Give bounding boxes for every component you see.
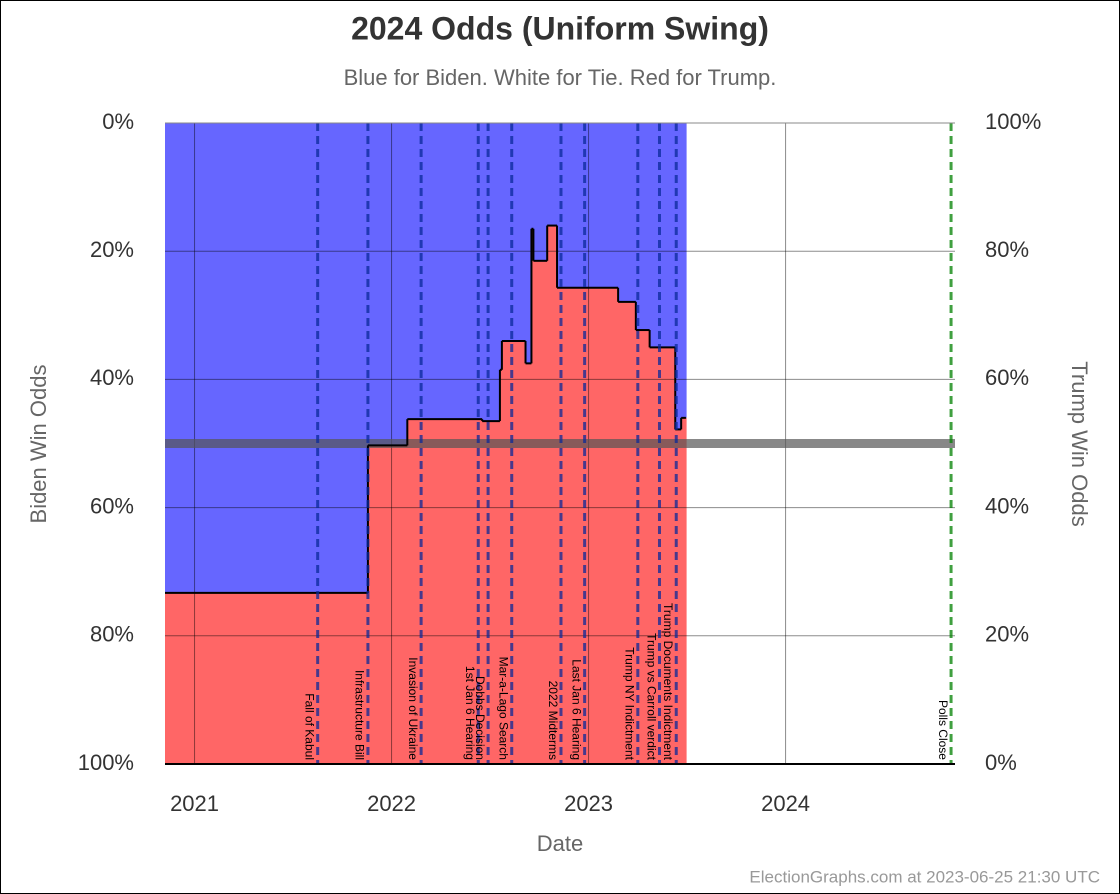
- trump-area: [367, 445, 408, 764]
- y-tick-label: 100%: [78, 750, 134, 775]
- footer: ElectionGraphs.com at 2023-06-25 21:30 U…: [749, 867, 1100, 886]
- trump-area: [499, 369, 503, 764]
- biden-area: [525, 123, 532, 364]
- trump-area: [635, 330, 651, 764]
- x-tick-label: 2022: [367, 791, 416, 816]
- trump-area: [531, 228, 534, 764]
- biden-area: [501, 123, 527, 341]
- biden-area: [407, 123, 483, 420]
- event-label: Mar-a-Lago Search: [497, 657, 511, 760]
- biden-area: [649, 123, 676, 348]
- biden-area: [533, 123, 548, 261]
- y2-tick-label: 100%: [985, 109, 1041, 134]
- event-label: Last Jan 6 Hearing: [569, 659, 583, 760]
- trump-area: [675, 429, 682, 764]
- x-axis-label: Date: [537, 831, 583, 856]
- y2-tick-label: 60%: [985, 365, 1029, 390]
- event-label: Trump Documents Indictment: [661, 603, 675, 761]
- event-label: Trump vs Carroll verdict: [644, 633, 658, 761]
- biden-area: [681, 123, 686, 418]
- trump-area: [165, 592, 369, 764]
- trump-area: [533, 260, 548, 764]
- y2-tick-label: 0%: [985, 750, 1017, 775]
- x-tick-label: 2024: [761, 791, 810, 816]
- y2-tick-label: 80%: [985, 237, 1029, 262]
- event-label: 1st Jan 6 Hearing: [463, 666, 477, 760]
- y-axis-label: Biden Win Odds: [26, 365, 51, 524]
- biden-area: [482, 123, 501, 422]
- biden-area: [367, 123, 408, 446]
- biden-area: [531, 123, 534, 229]
- biden-area: [557, 123, 619, 288]
- biden-area: [547, 123, 558, 226]
- trump-area: [547, 225, 558, 764]
- biden-area: [685, 123, 687, 418]
- trump-area: [501, 340, 527, 764]
- biden-area: [165, 123, 369, 593]
- biden-area: [618, 123, 637, 302]
- event-label: Invasion of Ukraine: [406, 657, 420, 760]
- event-label: Trump NY Indictment: [623, 647, 637, 760]
- y2-axis-label: Trump Win Odds: [1067, 361, 1092, 526]
- y-tick-label: 80%: [90, 622, 134, 647]
- biden-area: [635, 123, 651, 331]
- biden-area: [675, 123, 682, 430]
- y2-tick-label: 40%: [985, 493, 1029, 518]
- y-tick-label: 20%: [90, 237, 134, 262]
- event-label: Fall of Kabul: [303, 693, 317, 760]
- trump-area: [649, 347, 676, 764]
- event-label: 2022 Midterms: [546, 681, 560, 760]
- y2-tick-label: 20%: [985, 622, 1029, 647]
- trump-area: [557, 287, 619, 764]
- trump-area: [685, 417, 687, 764]
- chart-title: 2024 Odds (Uniform Swing): [351, 10, 769, 46]
- y-tick-label: 0%: [102, 109, 134, 134]
- event-label: Dobbs Decision: [473, 676, 487, 760]
- event-label: Polls Close: [936, 700, 950, 760]
- trump-area: [525, 363, 532, 764]
- x-tick-label: 2021: [170, 791, 219, 816]
- y-tick-label: 60%: [90, 493, 134, 518]
- x-tick-label: 2023: [564, 791, 613, 816]
- chart-subtitle: Blue for Biden. White for Tie. Red for T…: [344, 65, 777, 90]
- event-label: Infrastructure Bill: [353, 670, 367, 760]
- biden-area: [499, 123, 503, 370]
- y-tick-label: 40%: [90, 365, 134, 390]
- trump-area: [618, 301, 637, 764]
- trump-area: [681, 417, 686, 764]
